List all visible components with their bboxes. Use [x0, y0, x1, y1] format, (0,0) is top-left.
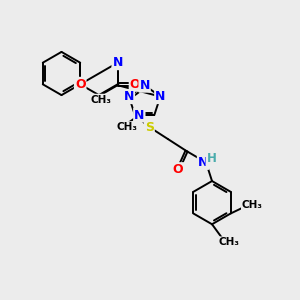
Text: H: H	[206, 152, 216, 165]
Text: N: N	[140, 79, 150, 92]
Text: O: O	[173, 163, 183, 176]
Text: CH₃: CH₃	[242, 200, 263, 210]
Text: N: N	[134, 109, 145, 122]
Text: N: N	[124, 90, 134, 103]
Text: N: N	[198, 156, 208, 169]
Text: O: O	[130, 78, 140, 91]
Text: S: S	[145, 121, 154, 134]
Text: CH₃: CH₃	[117, 122, 138, 132]
Text: N: N	[155, 90, 166, 103]
Text: N: N	[112, 56, 123, 69]
Text: CH₃: CH₃	[91, 94, 112, 105]
Text: O: O	[75, 78, 86, 91]
Text: CH₃: CH₃	[218, 237, 239, 247]
